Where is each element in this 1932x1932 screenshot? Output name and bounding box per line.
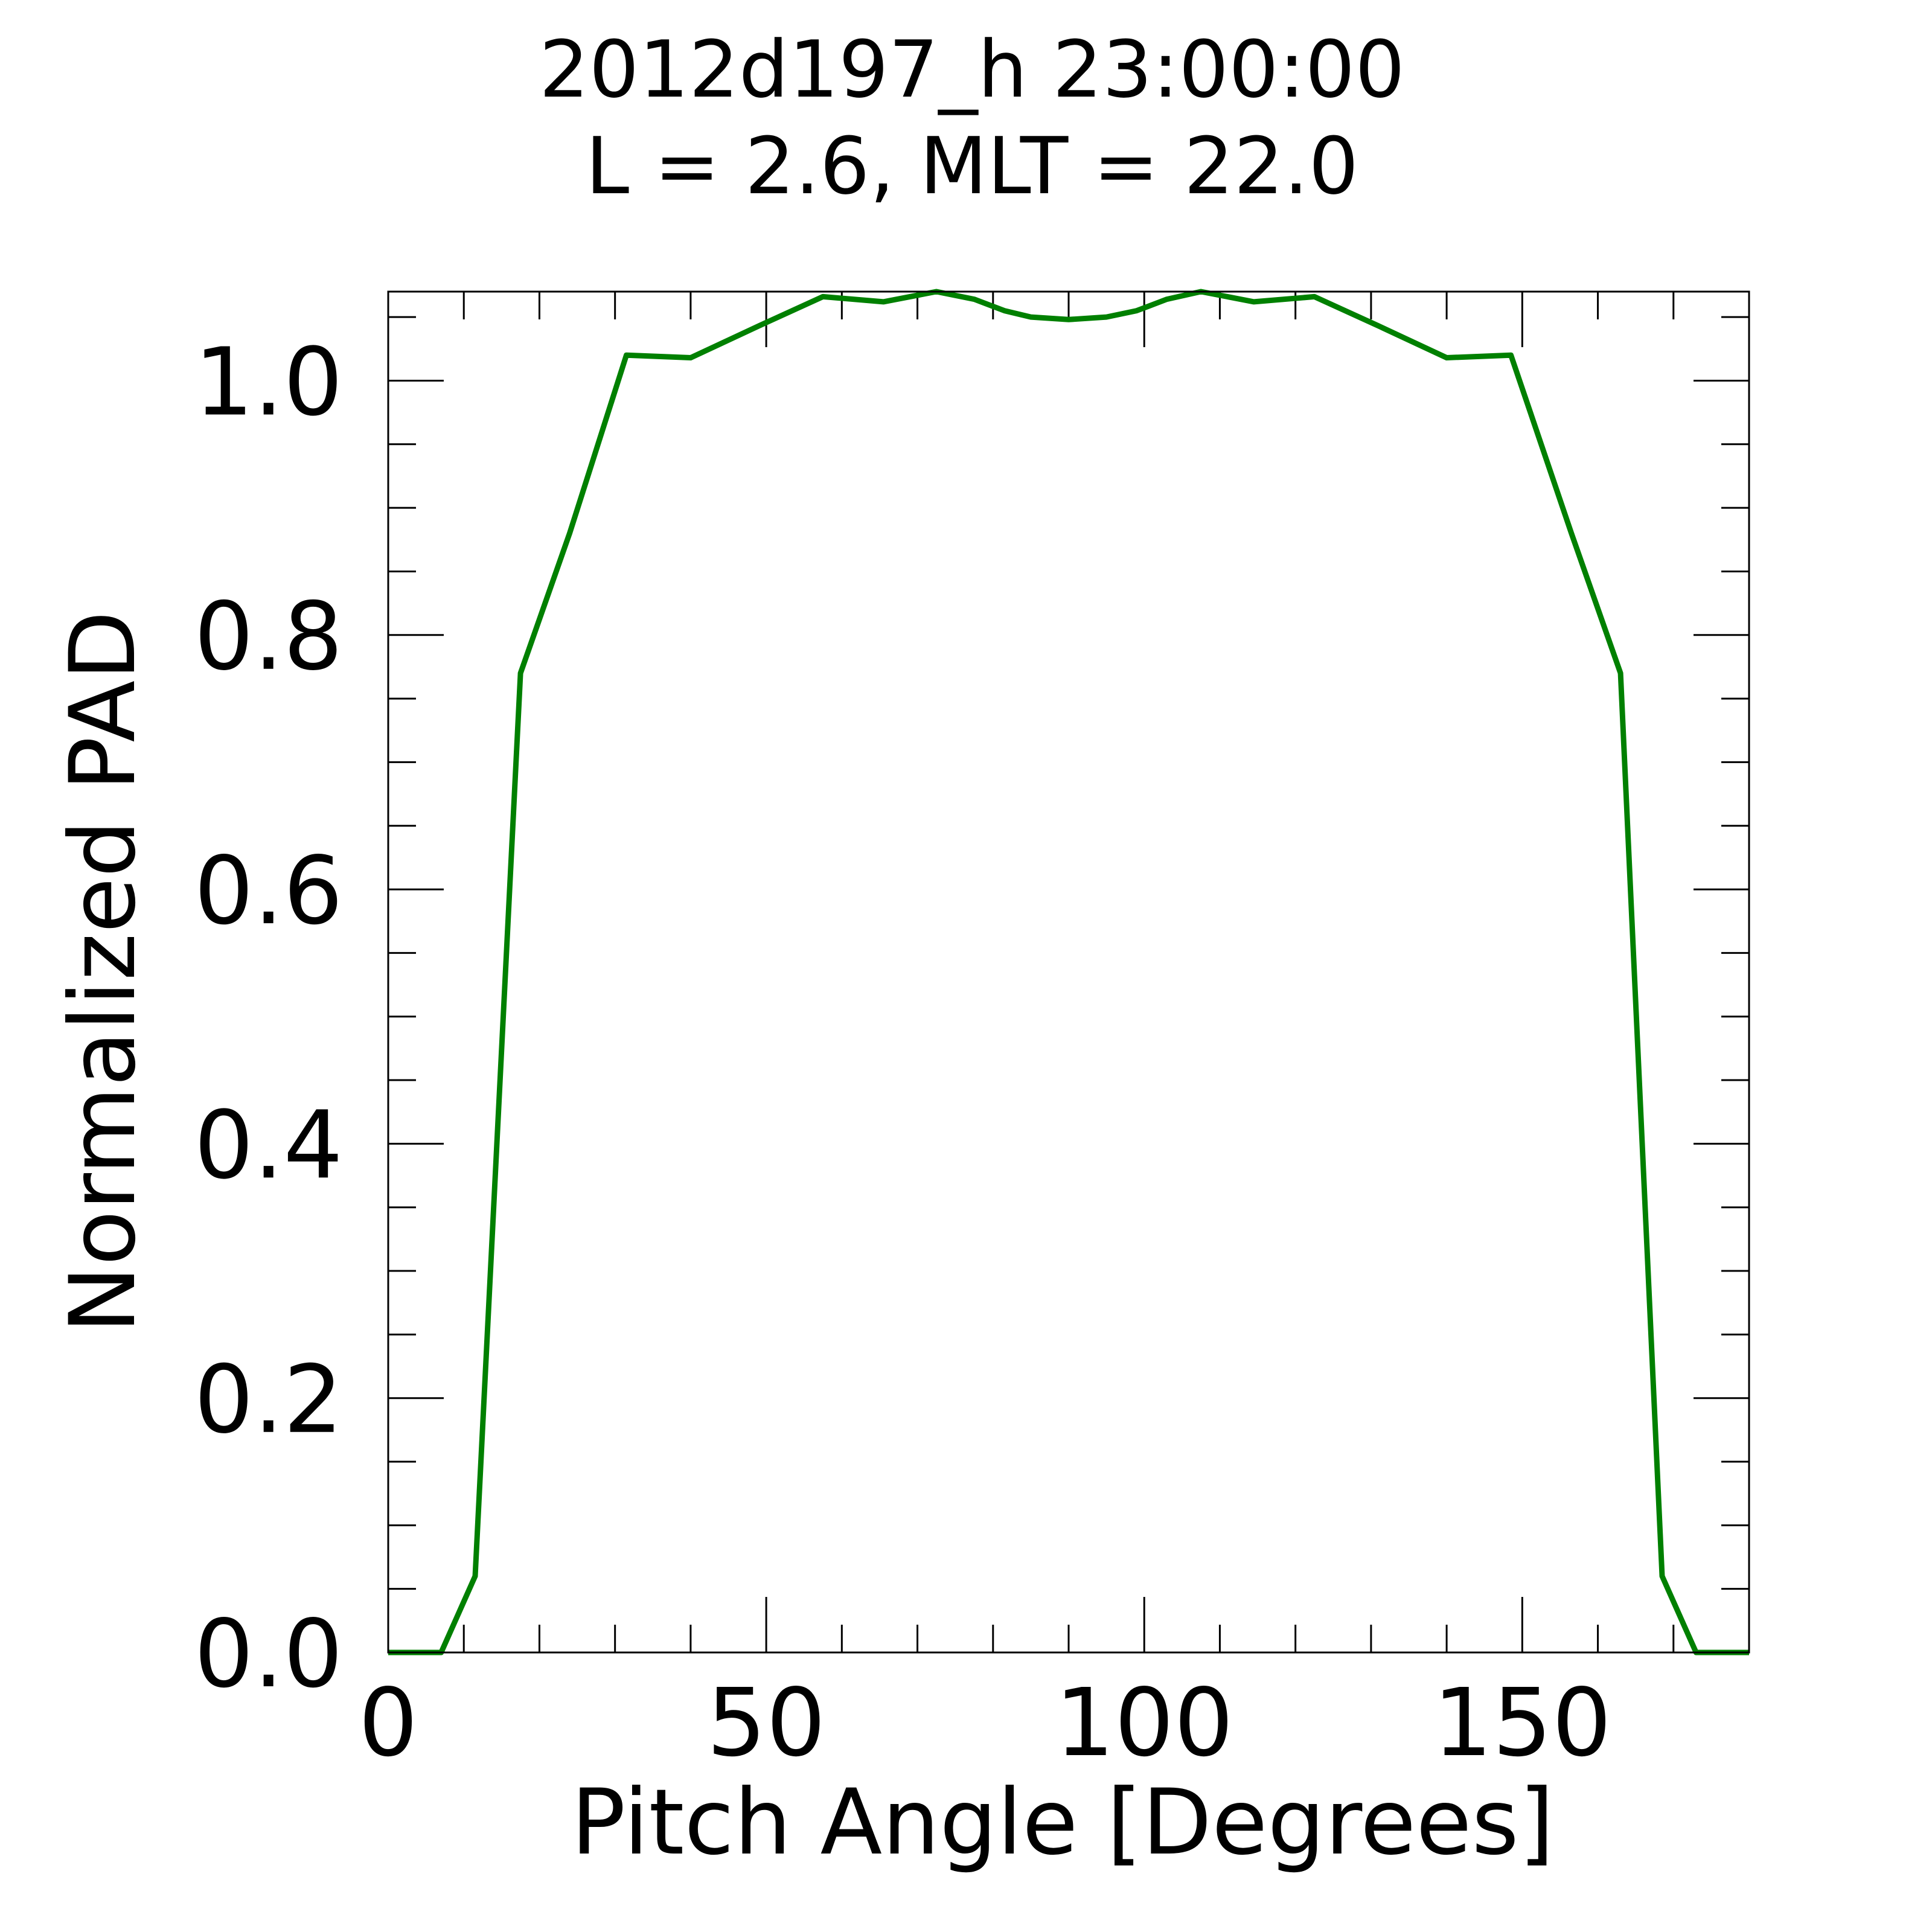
y-tick-label: 0.0: [194, 1599, 343, 1709]
axis-ticks: [387, 292, 1750, 1654]
y-tick-label: 0.4: [194, 1090, 343, 1200]
x-tick-label: 50: [706, 1668, 825, 1777]
series-line-1: [388, 289, 1749, 1655]
tick-labels: 0 50 100 150 0.0 0.2 0.4 0.6 0.8 1.0: [194, 327, 1611, 1777]
series-layer: [388, 289, 1749, 1655]
x-tick-label: 150: [1433, 1668, 1611, 1777]
x-tick-label: 100: [1055, 1668, 1233, 1777]
y-tick-label: 0.8: [194, 582, 343, 691]
y-tick-label: 0.6: [194, 836, 343, 945]
x-tick-label: 0: [359, 1668, 418, 1777]
y-tick-label: 1.0: [194, 327, 343, 437]
y-tick-label: 0.2: [194, 1345, 343, 1454]
chart-title: 2012d197_h 23:00:00: [539, 24, 1405, 115]
x-axis-label: Pitch Angle [Degrees]: [571, 1770, 1555, 1875]
plot-frame: [387, 290, 1750, 1654]
y-axis-label: Normalized PAD: [51, 610, 156, 1333]
chart-subtitle: L = 2.6, MLT = 22.0: [586, 120, 1359, 212]
